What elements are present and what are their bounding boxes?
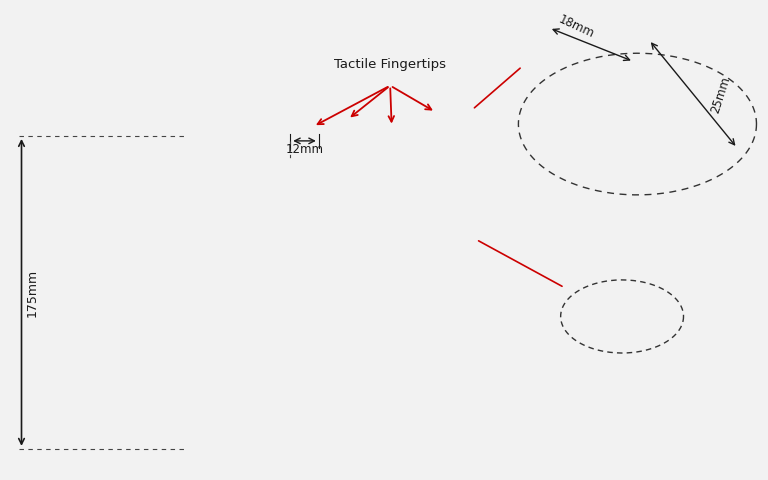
Text: 12mm: 12mm	[286, 143, 323, 156]
Text: 18mm: 18mm	[556, 13, 596, 41]
Text: Tactile Fingertips: Tactile Fingertips	[334, 58, 446, 72]
Text: 25mm: 25mm	[708, 75, 733, 115]
Text: 175mm: 175mm	[26, 269, 38, 317]
